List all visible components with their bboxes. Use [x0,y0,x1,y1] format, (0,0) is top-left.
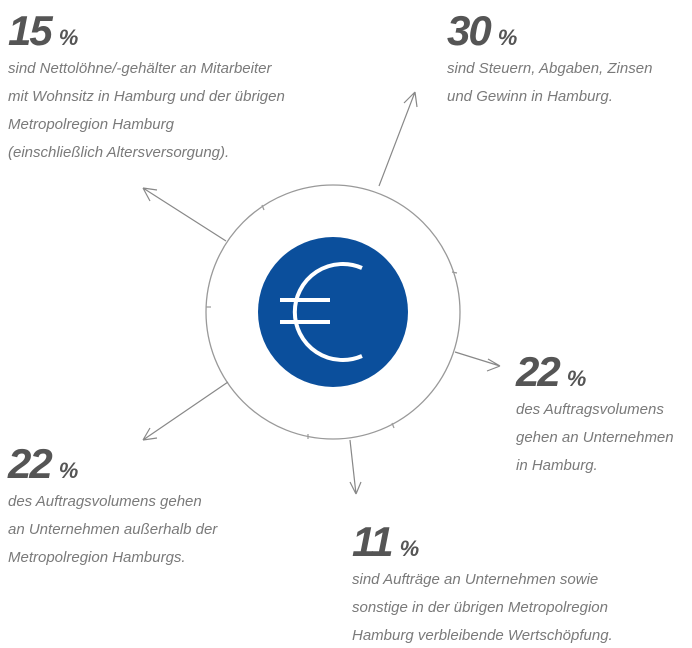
description-line: sind Aufträge an Unternehmen sowie [352,571,598,588]
description-line: sind Steuern, Abgaben, Zinsen [447,60,652,77]
percentage-unit: % [59,458,79,483]
description-line: Metropolregion Hamburg [8,116,175,133]
description-line: in Hamburg. [516,457,598,474]
description-line: sonstige in der übrigen Metropolregion [352,599,608,616]
description-line: des Auftragsvolumens [516,401,664,418]
percentage-value: 15 [8,7,53,54]
description-line: Metropolregion Hamburgs. [8,549,186,566]
percentage: 22% [7,440,78,487]
percentage-value: 22 [7,440,52,487]
percentage: 22% [515,348,586,395]
description-line: Hamburg verbleibende Wertschöpfung. [352,627,613,644]
euro-symbol [280,262,363,362]
percentage-unit: % [498,25,518,50]
percentage-value: 22 [515,348,560,395]
description-line: an Unternehmen außerhalb der [8,521,218,538]
outer-ring [205,184,461,440]
percentage-unit: % [400,536,420,561]
percentage: 30% [447,7,517,54]
percentage-value: 30 [447,7,491,54]
ring-ticks [206,204,458,439]
percentage-unit: % [567,366,587,391]
description-line: gehen an Unternehmen [516,429,674,446]
percentage: 11% [352,518,419,565]
percentage-value: 11 [352,518,392,565]
description-line: mit Wohnsitz in Hamburg und der übrigen [8,88,285,105]
arrows [142,91,501,495]
euro-disc [258,237,408,387]
percentage: 15% [8,7,78,54]
percentage-unit: % [59,25,79,50]
description-line: des Auftragsvolumens gehen [8,493,202,510]
description-line: sind Nettolöhne/-gehälter an Mitarbeiter [8,60,272,77]
description-line: und Gewinn in Hamburg. [447,88,613,105]
description-line: (einschließlich Altersversorgung). [8,144,229,161]
